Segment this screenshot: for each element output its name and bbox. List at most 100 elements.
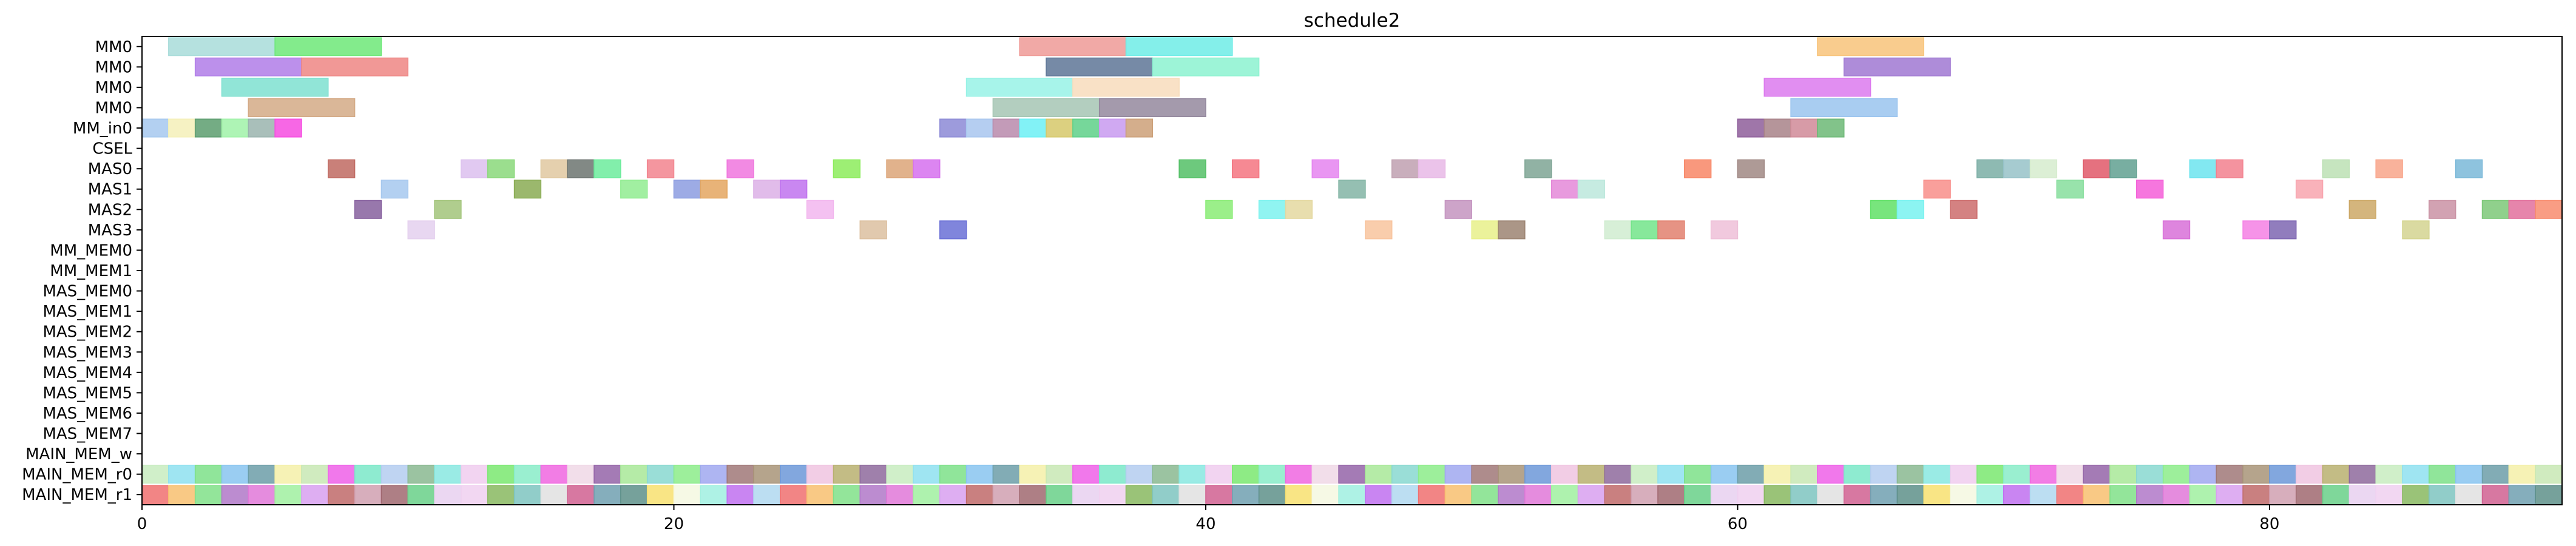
task-bar (1285, 200, 1313, 219)
task-bar (1205, 465, 1233, 484)
task-bar (141, 118, 169, 138)
task-bar (913, 465, 941, 484)
task-bar (1232, 159, 1260, 178)
row-label: MM_MEM0 (50, 241, 132, 260)
task-bar (1976, 465, 2004, 484)
task-bar (1046, 465, 1073, 484)
task-bar (2136, 465, 2164, 484)
task-bar (1817, 465, 1845, 484)
task-bar (726, 159, 754, 178)
task-bar (913, 159, 941, 178)
row-label: MAS1 (88, 181, 132, 199)
task-bar (2162, 220, 2191, 240)
task-bar (1338, 485, 1366, 504)
task-bar (2322, 465, 2350, 484)
x-axis-ticks: 0 20 40 60 80 (137, 505, 2279, 533)
task-bar (1072, 485, 1100, 504)
task-bar (1365, 220, 1393, 240)
task-bar (354, 200, 382, 219)
task-bar (1604, 465, 1632, 484)
task-bar (567, 465, 595, 484)
task-bar (1311, 485, 1339, 504)
row-label: MM0 (95, 58, 132, 76)
task-bar (939, 465, 967, 484)
task-bar (221, 118, 249, 138)
task-bar (992, 118, 1020, 138)
task-bar (992, 98, 1100, 117)
task-bar (194, 485, 223, 504)
task-bar (2269, 465, 2297, 484)
task-bar (1285, 465, 1313, 484)
task-bar (1737, 465, 1765, 484)
task-bar (2189, 465, 2217, 484)
task-bar (2508, 200, 2536, 219)
task-bar (1843, 57, 1951, 76)
task-bar (1976, 159, 2004, 178)
task-bar (221, 465, 249, 484)
task-bar (2083, 159, 2111, 178)
task-bar (2109, 159, 2137, 178)
task-bar (1631, 485, 1658, 504)
task-bar (1923, 485, 1951, 504)
task-bar (513, 465, 542, 484)
task-bar (2003, 159, 2031, 178)
task-bar (2429, 200, 2456, 219)
row-label: MAS_MEM4 (42, 364, 132, 382)
task-bar (2109, 485, 2137, 504)
task-bar (2189, 159, 2217, 178)
row-labels: MM0MM0MM0MM0MM_in0CSELMAS0MAS1MAS2MAS3MM… (22, 38, 142, 504)
task-bar (886, 465, 914, 484)
task-bar (1524, 465, 1552, 484)
task-bar (1763, 465, 1791, 484)
task-bar (1205, 200, 1233, 219)
task-bar (248, 465, 276, 484)
task-bar (1072, 78, 1180, 97)
task-bar (1737, 159, 1765, 178)
task-bar (2056, 180, 2084, 199)
task-bar (194, 465, 223, 484)
task-bar (1285, 485, 1313, 504)
task-bar (168, 118, 196, 138)
task-bar (2481, 485, 2510, 504)
row-label: MAS_MEM7 (42, 425, 132, 443)
task-bar (1524, 485, 1552, 504)
task-bar (886, 159, 914, 178)
task-bar (859, 485, 887, 504)
task-bar (2508, 465, 2536, 484)
task-bar (434, 485, 462, 504)
task-bar (1019, 37, 1127, 56)
task-bar (780, 465, 808, 484)
task-bar (1338, 180, 1366, 199)
task-bar (726, 465, 754, 484)
task-bar (1098, 485, 1127, 504)
task-bar (1391, 159, 1419, 178)
task-bar (1684, 485, 1712, 504)
task-bar (1418, 159, 1446, 178)
task-bar (833, 465, 861, 484)
task-bar (1125, 465, 1154, 484)
task-bar (939, 220, 967, 240)
task-bar (1631, 465, 1658, 484)
task-bar (2162, 465, 2191, 484)
row-label: MM_MEM1 (50, 262, 132, 280)
task-bar (859, 220, 887, 240)
task-bar (1550, 465, 1579, 484)
task-bar (513, 485, 542, 504)
task-bar (1870, 465, 1898, 484)
task-bar (1817, 485, 1845, 504)
task-bar (1763, 118, 1791, 138)
task-bar (726, 485, 754, 504)
task-bar (1710, 485, 1739, 504)
task-bar (965, 78, 1073, 97)
task-bar (806, 485, 834, 504)
task-bar (1152, 57, 1260, 76)
task-bar (1072, 118, 1100, 138)
task-bar (1657, 485, 1685, 504)
task-bar (646, 159, 675, 178)
task-bar (1125, 118, 1154, 138)
task-bar (2322, 159, 2350, 178)
task-bar (1896, 465, 1924, 484)
task-bar (620, 180, 648, 199)
plot-frame (141, 36, 2563, 505)
task-bar (1444, 465, 1472, 484)
